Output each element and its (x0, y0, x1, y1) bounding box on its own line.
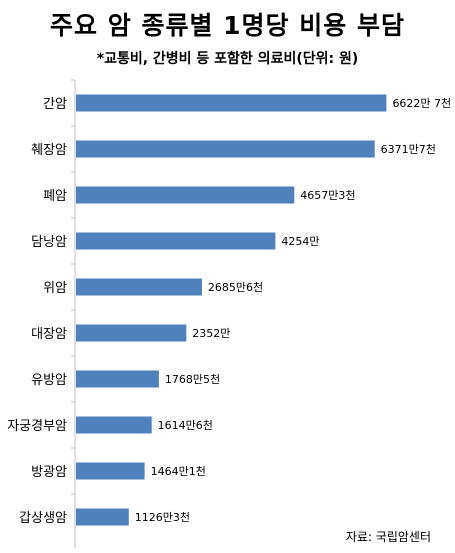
category-label: 유방암 (31, 373, 67, 388)
category-label: 위암 (43, 281, 67, 296)
data-label: 1768만5천 (165, 372, 220, 386)
category-label: 간암 (43, 97, 67, 112)
data-label: 4657만3천 (300, 188, 355, 202)
data-label: 4254만 (281, 235, 319, 248)
category-label: 갑상생암 (19, 511, 67, 526)
data-label: 6371만7천 (381, 142, 436, 156)
category-label: 방광암 (31, 465, 67, 480)
data-label: 1614만6천 (158, 418, 213, 432)
bar (76, 508, 129, 526)
chart-subtitle: *교통비, 간병비 등 포함한 의료비(단위: 원) (96, 51, 359, 67)
data-label: 1126만3천 (135, 510, 190, 524)
bar (76, 324, 187, 342)
bar (76, 278, 202, 296)
bar (76, 416, 152, 434)
chart-title: 주요 암 종류별 1명당 비용 부담 (50, 11, 405, 40)
category-label: 대장암 (31, 327, 67, 342)
source-note: 자료: 국립암센터 (345, 530, 431, 544)
bar (76, 140, 375, 158)
category-label: 자궁경부암 (7, 419, 67, 434)
bar (76, 462, 145, 480)
category-label: 췌장암 (31, 143, 67, 158)
bar (76, 186, 295, 204)
data-label: 6622만 7천 (392, 96, 451, 110)
category-label: 폐암 (43, 189, 67, 204)
bar (76, 370, 159, 388)
data-label: 2685만6천 (208, 280, 263, 294)
category-label: 담낭암 (31, 235, 67, 250)
bar (76, 232, 276, 250)
data-label: 2352만 (192, 327, 230, 340)
data-label: 1464만1천 (151, 464, 206, 478)
bar (76, 94, 387, 112)
